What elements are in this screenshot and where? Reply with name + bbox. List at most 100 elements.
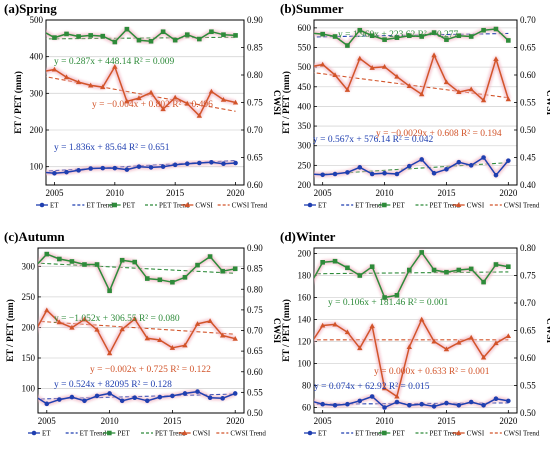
point-pet (221, 32, 226, 37)
point-et (382, 170, 387, 176)
legend-marker (382, 430, 387, 436)
y2-tick-label: 0.80 (247, 70, 263, 80)
point-cwsi (505, 333, 512, 338)
legend-label: PET (392, 430, 405, 438)
x-tick-label: 2020 (499, 416, 518, 426)
y2-tick-label: 0.65 (520, 326, 536, 336)
point-pet (148, 38, 154, 44)
point-et (160, 164, 166, 169)
point-cwsi (184, 100, 190, 106)
point-pet (394, 35, 400, 40)
point-cwsi (132, 316, 138, 321)
point-et (419, 401, 424, 407)
point-pet (57, 256, 62, 262)
point-cwsi (493, 56, 499, 62)
point-pet (144, 276, 150, 281)
y-tick-label: 400 (30, 52, 44, 62)
y-tick-label: 400 (298, 101, 312, 111)
point-et (493, 396, 499, 401)
point-pet (431, 30, 437, 35)
point-et (345, 170, 350, 175)
y-tick-label: 300 (298, 141, 312, 151)
panel-2: (c)Autumn 100 150 200 250 300 0.50 0.55 0.60 0.65… (4, 229, 281, 438)
legend-label: ET (318, 202, 327, 210)
y-tick-label: 300 (22, 261, 36, 271)
legend-label: CWSI Trend (504, 202, 540, 210)
y2-tick-label: 0.85 (247, 264, 263, 274)
point-pet (320, 31, 325, 37)
point-et (119, 398, 125, 404)
point-cwsi (369, 323, 375, 329)
point-pet (407, 33, 412, 39)
legend-label: CWSI Trend (230, 430, 266, 438)
point-cwsi (480, 97, 487, 103)
x-tick-label: 2005 (38, 416, 57, 426)
point-et (394, 399, 400, 405)
point-et (69, 394, 75, 400)
point-cwsi (63, 74, 70, 80)
y2-tick-label: 0.80 (520, 243, 536, 253)
point-pet (357, 27, 363, 33)
point-cwsi (418, 316, 425, 322)
point-cwsi (106, 350, 113, 356)
legend-marker (31, 430, 37, 436)
y2-tick-label: 0.70 (247, 326, 263, 336)
point-cwsi (381, 63, 388, 69)
point-pet (107, 288, 112, 294)
panel-1: (b)Summer 200 250 300 350 400 450 500 550 600 0.40… (280, 1, 550, 210)
point-et (107, 391, 112, 396)
y-tick-label: 160 (298, 293, 312, 303)
y-axis-label: ET / PET (mm) (5, 299, 16, 362)
y2-tick-label: 0.70 (247, 125, 263, 135)
y-tick-label: 100 (298, 359, 312, 369)
point-et (332, 403, 338, 408)
point-et (144, 398, 150, 404)
point-cwsi (100, 84, 106, 90)
point-pet (40, 29, 45, 34)
series-glow (314, 249, 509, 300)
panel-3: (d)Winter 60 80 100 120 140 160 180 200 0.50 0.55 0… (280, 229, 550, 438)
point-et (82, 398, 87, 404)
point-pet (76, 34, 81, 39)
point-cwsi (81, 316, 88, 322)
y-tick-label: 200 (22, 322, 36, 332)
y2-tick-label: 0.65 (247, 346, 263, 356)
y-tick-label: 500 (298, 62, 312, 72)
y-axis-label: ET / PET (mm) (13, 71, 24, 134)
point-pet (197, 36, 202, 42)
point-cwsi (207, 318, 213, 324)
x-tick-label: 2010 (376, 416, 395, 426)
point-pet (407, 267, 412, 273)
point-cwsi (87, 82, 94, 88)
legend-marker (382, 202, 387, 208)
point-pet (64, 31, 69, 37)
trend-equation: y = 0.567x + 576.14 R² = 0.042 (313, 135, 434, 145)
point-et (136, 164, 142, 169)
point-et (221, 161, 226, 167)
y-tick-label: 100 (30, 162, 44, 172)
legend-label: ET (50, 202, 59, 210)
point-pet (456, 267, 462, 273)
point-cwsi (136, 95, 142, 101)
y-tick-label: 200 (298, 180, 312, 190)
trend-line (38, 262, 236, 274)
y-tick-label: 250 (298, 160, 312, 170)
point-cwsi (381, 385, 388, 391)
point-pet (369, 33, 375, 39)
point-pet (394, 293, 400, 298)
point-cwsi (431, 338, 437, 344)
point-cwsi (75, 79, 82, 85)
point-et (124, 167, 130, 172)
point-cwsi (332, 72, 338, 77)
point-et (481, 155, 486, 160)
point-pet (419, 250, 424, 255)
y2-tick-label: 0.45 (520, 153, 536, 163)
x-tick-label: 2015 (437, 188, 456, 198)
legend-label: CWSI (467, 430, 485, 438)
point-cwsi (468, 334, 474, 340)
legend-label: ET Trend (80, 430, 107, 438)
y-tick-label: 450 (298, 82, 312, 92)
y2-tick-label: 0.40 (520, 180, 536, 190)
trend-equation: y = −0.002x + 0.725 R² = 0.122 (90, 365, 211, 375)
